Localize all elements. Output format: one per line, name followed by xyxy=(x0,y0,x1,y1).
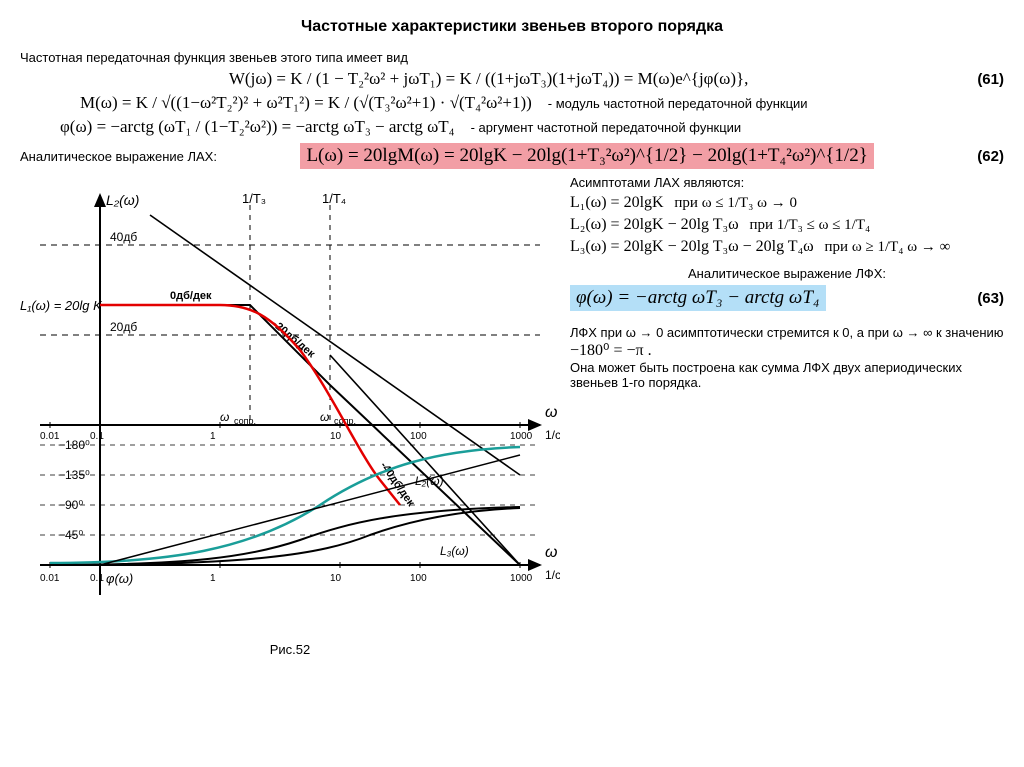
cond-L2: при 1/T₃ ≤ ω ≤ 1/T₄ xyxy=(749,217,870,233)
eq-phi-note: - аргумент частотной передаточной функци… xyxy=(471,120,742,135)
svg-text:ω: ω xyxy=(220,410,229,424)
para-b: −180⁰ = −π . xyxy=(570,342,652,359)
svg-text:−180⁰: −180⁰ xyxy=(58,438,90,452)
eq-L2: L₂(ω) = 20lgK − 20lg T₃ω xyxy=(570,216,739,233)
svg-text:ω: ω xyxy=(545,544,557,561)
svg-text:1/c: 1/c xyxy=(545,428,560,442)
svg-text:L₁(ω) = 20lg K: L₁(ω) = 20lg K xyxy=(20,298,103,313)
svg-text:-20дб/дек: -20дб/дек xyxy=(270,318,317,361)
svg-text:1000: 1000 xyxy=(510,431,533,442)
svg-text:100: 100 xyxy=(410,431,427,442)
svg-text:40дб: 40дб xyxy=(110,230,137,244)
svg-text:20дб: 20дб xyxy=(110,320,137,334)
svg-text:0.1: 0.1 xyxy=(90,431,104,442)
svg-text:100: 100 xyxy=(410,573,427,584)
eq-L3: L₃(ω) = 20lgK − 20lg T₃ω − 20lg T₄ω xyxy=(570,238,814,255)
svg-text:−45⁰: −45⁰ xyxy=(58,528,83,542)
svg-text:L₃(ω): L₃(ω) xyxy=(440,544,469,558)
lfx-label: Аналитическое выражение ЛФХ: xyxy=(570,266,1004,281)
lax-label: Аналитическое выражение ЛАХ: xyxy=(20,149,217,164)
svg-text:1000: 1000 xyxy=(510,573,533,584)
svg-text:−135⁰: −135⁰ xyxy=(58,468,90,482)
figure-caption: Рис.52 xyxy=(20,642,560,657)
cond-L1: при ω ≤ 1/T₃ ω → 0 xyxy=(674,195,797,211)
svg-text:ω: ω xyxy=(320,410,329,424)
para-c: Она может быть построена как сумма ЛФХ д… xyxy=(570,360,962,390)
eqnum-62: (62) xyxy=(977,148,1004,165)
page-title: Частотные характеристики звеньев второго… xyxy=(20,18,1004,36)
svg-text:сопр.: сопр. xyxy=(234,416,256,426)
eq-61: W(jω) = K / (1 − T₂²ω² + jωT₁) = K / ((1… xyxy=(20,69,957,89)
bode-chart: L₂(ω) 40дб 20дб L₁(ω) = 20lg K ω 1/c 0.01 0.1 1 1… xyxy=(20,175,560,635)
svg-text:1: 1 xyxy=(210,573,216,584)
svg-text:0.01: 0.01 xyxy=(40,573,60,584)
eq-L1: L₁(ω) = 20lgK xyxy=(570,194,664,211)
para-a: ЛФХ при ω → 0 асимптотически стремится к… xyxy=(570,325,1004,340)
svg-text:0.01: 0.01 xyxy=(40,431,60,442)
svg-text:0.1: 0.1 xyxy=(90,573,104,584)
svg-text:10: 10 xyxy=(330,573,342,584)
svg-text:1/T₃: 1/T₃ xyxy=(242,191,266,206)
svg-text:L₂(ω): L₂(ω) xyxy=(106,192,139,208)
eq-62: L(ω) = 20lgM(ω) = 20lgK − 20lg(1+T₃²ω²)^… xyxy=(300,143,873,169)
cond-L3: при ω ≥ 1/T₄ ω → ∞ xyxy=(825,239,951,255)
eq-63: φ(ω) = −arctg ωT₃ − arctg ωT₄ xyxy=(570,285,826,311)
svg-text:1/c: 1/c xyxy=(545,568,560,582)
svg-text:10: 10 xyxy=(330,431,342,442)
eq-M-note: - модуль частотной передаточной функции xyxy=(548,96,808,111)
svg-text:φ(ω): φ(ω) xyxy=(106,571,133,586)
eq-M: M(ω) = K / √((1−ω²T₂²)² + ω²T₁²) = K / (… xyxy=(80,93,532,113)
svg-text:1: 1 xyxy=(210,431,216,442)
svg-text:−90⁰: −90⁰ xyxy=(58,498,83,512)
eqnum-61: (61) xyxy=(977,71,1004,88)
eq-phi: φ(ω) = −arctg (ωT₁ / (1−T₂²ω²)) = −arctg… xyxy=(60,117,455,137)
intro-text: Частотная передаточная функция звеньев э… xyxy=(20,50,1004,65)
svg-text:ω: ω xyxy=(545,404,557,421)
svg-text:1/T₄: 1/T₄ xyxy=(322,191,346,206)
eqnum-63: (63) xyxy=(977,290,1004,307)
svg-text:0дб/дек: 0дб/дек xyxy=(170,290,212,302)
asymp-head: Асимптотами ЛАХ являются: xyxy=(570,175,1004,190)
